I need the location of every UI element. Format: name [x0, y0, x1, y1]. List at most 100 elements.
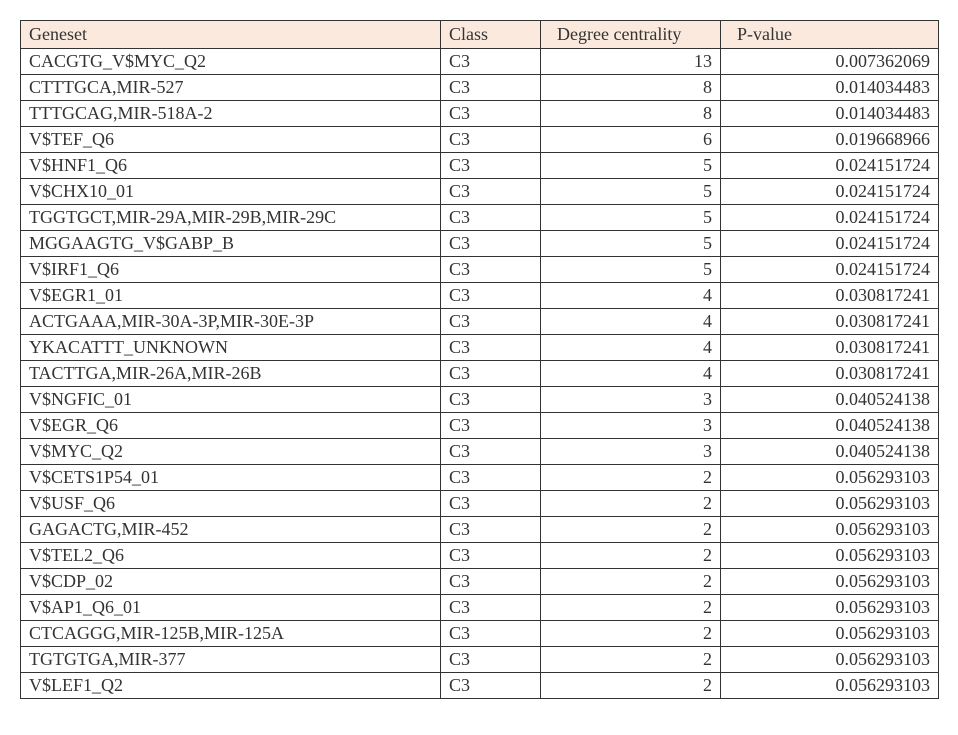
cell-class: C3	[441, 309, 541, 335]
cell-pvalue: 0.056293103	[721, 517, 939, 543]
cell-geneset: GAGACTG,MIR-452	[21, 517, 441, 543]
cell-degree: 4	[541, 283, 721, 309]
cell-degree: 2	[541, 621, 721, 647]
cell-degree: 2	[541, 647, 721, 673]
header-geneset: Geneset	[21, 21, 441, 49]
cell-class: C3	[441, 413, 541, 439]
cell-class: C3	[441, 153, 541, 179]
cell-geneset: V$MYC_Q2	[21, 439, 441, 465]
cell-degree: 8	[541, 101, 721, 127]
cell-pvalue: 0.056293103	[721, 569, 939, 595]
cell-degree: 4	[541, 309, 721, 335]
cell-geneset: V$EGR1_01	[21, 283, 441, 309]
table-row: MGGAAGTG_V$GABP_BC350.024151724	[21, 231, 939, 257]
cell-pvalue: 0.030817241	[721, 309, 939, 335]
cell-class: C3	[441, 647, 541, 673]
table-row: CTCAGGG,MIR-125B,MIR-125AC320.056293103	[21, 621, 939, 647]
cell-pvalue: 0.024151724	[721, 257, 939, 283]
cell-class: C3	[441, 205, 541, 231]
cell-class: C3	[441, 439, 541, 465]
cell-class: C3	[441, 517, 541, 543]
cell-degree: 3	[541, 439, 721, 465]
header-row: Geneset Class Degree centrality P-value	[21, 21, 939, 49]
cell-pvalue: 0.040524138	[721, 439, 939, 465]
cell-pvalue: 0.056293103	[721, 465, 939, 491]
cell-geneset: V$AP1_Q6_01	[21, 595, 441, 621]
table-row: YKACATTT_UNKNOWNC340.030817241	[21, 335, 939, 361]
table-row: TTTGCAG,MIR-518A-2C380.014034483	[21, 101, 939, 127]
cell-pvalue: 0.040524138	[721, 413, 939, 439]
cell-pvalue: 0.007362069	[721, 49, 939, 75]
cell-degree: 3	[541, 387, 721, 413]
cell-class: C3	[441, 543, 541, 569]
header-pvalue: P-value	[721, 21, 939, 49]
table-row: GAGACTG,MIR-452C320.056293103	[21, 517, 939, 543]
cell-class: C3	[441, 75, 541, 101]
cell-degree: 2	[541, 673, 721, 699]
cell-geneset: V$TEF_Q6	[21, 127, 441, 153]
cell-pvalue: 0.024151724	[721, 179, 939, 205]
cell-geneset: CACGTG_V$MYC_Q2	[21, 49, 441, 75]
cell-degree: 3	[541, 413, 721, 439]
cell-degree: 6	[541, 127, 721, 153]
cell-geneset: TGTGTGA,MIR-377	[21, 647, 441, 673]
cell-degree: 8	[541, 75, 721, 101]
header-degree: Degree centrality	[541, 21, 721, 49]
cell-pvalue: 0.056293103	[721, 673, 939, 699]
cell-geneset: V$EGR_Q6	[21, 413, 441, 439]
cell-geneset: MGGAAGTG_V$GABP_B	[21, 231, 441, 257]
cell-degree: 5	[541, 231, 721, 257]
cell-pvalue: 0.024151724	[721, 153, 939, 179]
cell-class: C3	[441, 49, 541, 75]
cell-pvalue: 0.030817241	[721, 361, 939, 387]
cell-degree: 4	[541, 335, 721, 361]
table-row: V$HNF1_Q6C350.024151724	[21, 153, 939, 179]
cell-pvalue: 0.056293103	[721, 621, 939, 647]
table-row: TGTGTGA,MIR-377C320.056293103	[21, 647, 939, 673]
table-row: V$CHX10_01C350.024151724	[21, 179, 939, 205]
table-row: V$CETS1P54_01C320.056293103	[21, 465, 939, 491]
cell-class: C3	[441, 569, 541, 595]
table-row: TACTTGA,MIR-26A,MIR-26BC340.030817241	[21, 361, 939, 387]
cell-degree: 5	[541, 179, 721, 205]
cell-degree: 13	[541, 49, 721, 75]
cell-degree: 5	[541, 257, 721, 283]
cell-geneset: CTTTGCA,MIR-527	[21, 75, 441, 101]
cell-class: C3	[441, 101, 541, 127]
cell-pvalue: 0.056293103	[721, 543, 939, 569]
cell-degree: 5	[541, 153, 721, 179]
table-row: V$TEL2_Q6C320.056293103	[21, 543, 939, 569]
cell-geneset: V$USF_Q6	[21, 491, 441, 517]
cell-pvalue: 0.024151724	[721, 205, 939, 231]
cell-geneset: CTCAGGG,MIR-125B,MIR-125A	[21, 621, 441, 647]
cell-degree: 5	[541, 205, 721, 231]
cell-class: C3	[441, 257, 541, 283]
table-header: Geneset Class Degree centrality P-value	[21, 21, 939, 49]
table-row: V$AP1_Q6_01C320.056293103	[21, 595, 939, 621]
table-row: V$USF_Q6C320.056293103	[21, 491, 939, 517]
table-row: ACTGAAA,MIR-30A-3P,MIR-30E-3PC340.030817…	[21, 309, 939, 335]
cell-class: C3	[441, 335, 541, 361]
cell-geneset: V$CHX10_01	[21, 179, 441, 205]
cell-pvalue: 0.056293103	[721, 491, 939, 517]
cell-class: C3	[441, 387, 541, 413]
table-row: V$NGFIC_01C330.040524138	[21, 387, 939, 413]
cell-class: C3	[441, 673, 541, 699]
cell-class: C3	[441, 179, 541, 205]
cell-pvalue: 0.014034483	[721, 75, 939, 101]
cell-degree: 4	[541, 361, 721, 387]
cell-pvalue: 0.030817241	[721, 283, 939, 309]
cell-class: C3	[441, 283, 541, 309]
cell-geneset: V$NGFIC_01	[21, 387, 441, 413]
cell-class: C3	[441, 361, 541, 387]
cell-geneset: TGGTGCT,MIR-29A,MIR-29B,MIR-29C	[21, 205, 441, 231]
cell-geneset: TACTTGA,MIR-26A,MIR-26B	[21, 361, 441, 387]
table-row: V$IRF1_Q6C350.024151724	[21, 257, 939, 283]
table-row: TGGTGCT,MIR-29A,MIR-29B,MIR-29CC350.0241…	[21, 205, 939, 231]
cell-geneset: TTTGCAG,MIR-518A-2	[21, 101, 441, 127]
geneset-table: Geneset Class Degree centrality P-value …	[20, 20, 939, 699]
cell-geneset: YKACATTT_UNKNOWN	[21, 335, 441, 361]
cell-degree: 2	[541, 543, 721, 569]
cell-pvalue: 0.024151724	[721, 231, 939, 257]
cell-pvalue: 0.056293103	[721, 595, 939, 621]
